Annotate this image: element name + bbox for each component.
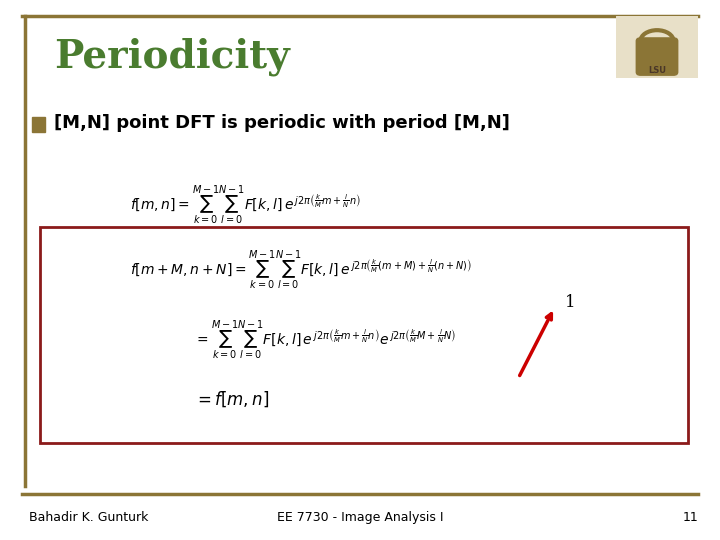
Text: $f[m+M,n+N] = \sum_{k=0}^{M-1}\sum_{l=0}^{N-1} F[k,l]\, e^{\,j2\pi\left(\frac{k}: $f[m+M,n+N] = \sum_{k=0}^{M-1}\sum_{l=0}… bbox=[130, 248, 472, 292]
Text: LSU: LSU bbox=[648, 66, 666, 75]
Text: $f[m,n] = \sum_{k=0}^{M-1}\sum_{l=0}^{N-1} F[k,l]\, e^{\,j2\pi\left(\frac{k}{M}m: $f[m,n] = \sum_{k=0}^{M-1}\sum_{l=0}^{N-… bbox=[130, 183, 360, 227]
Text: [M,N] point DFT is periodic with period [M,N]: [M,N] point DFT is periodic with period … bbox=[54, 114, 510, 132]
Text: 1: 1 bbox=[565, 294, 576, 311]
Text: $= \sum_{k=0}^{M-1}\sum_{l=0}^{N-1} F[k,l]\, e^{\,j2\pi\left(\frac{k}{M}m+\frac{: $= \sum_{k=0}^{M-1}\sum_{l=0}^{N-1} F[k,… bbox=[194, 318, 456, 362]
Bar bbox=[32, 117, 45, 132]
Text: Bahadir K. Gunturk: Bahadir K. Gunturk bbox=[29, 511, 148, 524]
Text: $= f[m,n]$: $= f[m,n]$ bbox=[194, 390, 269, 409]
Text: Periodicity: Periodicity bbox=[54, 38, 289, 76]
FancyBboxPatch shape bbox=[40, 227, 688, 443]
Text: 11: 11 bbox=[683, 511, 698, 524]
FancyBboxPatch shape bbox=[636, 38, 678, 75]
Text: EE 7730 - Image Analysis I: EE 7730 - Image Analysis I bbox=[276, 511, 444, 524]
